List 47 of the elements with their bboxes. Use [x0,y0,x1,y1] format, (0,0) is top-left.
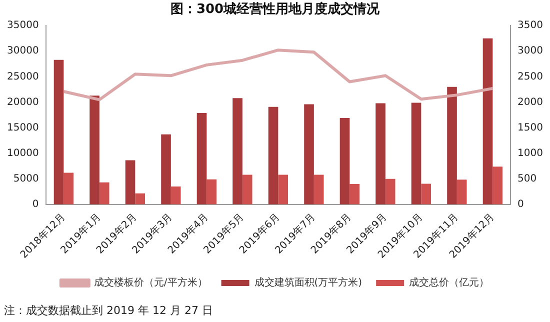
y-tick-label: 35000 [7,20,39,32]
y2-tick-label: 1500 [518,122,544,134]
bar [304,104,314,204]
bar [64,172,74,204]
bar [99,182,110,204]
y-tick-label: 25000 [7,71,39,82]
y-tick-label: 5000 [13,173,39,184]
bar [456,180,467,204]
y2-tick-label: 500 [518,173,537,184]
bar [314,174,324,204]
legend-label: 成交总价（亿元） [409,276,490,289]
bar [196,112,207,204]
bar [232,98,242,204]
bar [90,96,100,204]
bar [161,134,171,204]
bar [376,103,386,204]
y-tick-label: 0 [32,198,39,210]
y-tick-label: 30000 [7,46,39,57]
y2-tick-label: 0 [518,198,524,210]
bar [492,166,503,204]
bar [385,178,396,204]
bar [278,174,288,204]
bar [350,184,360,204]
bar [170,186,181,204]
bar [135,193,146,204]
y-tick-label: 15000 [7,122,39,134]
bar [242,174,252,204]
bar [206,179,217,204]
bar [268,106,278,204]
bar [340,118,350,204]
y-tick-label: 10000 [7,148,39,159]
chart-title: 图：300城经营性用地月度成交情况 [170,1,381,18]
y2-tick-label: 2500 [518,71,544,82]
bar [54,60,64,204]
bar [447,86,457,204]
y2-tick-label: 3500 [518,20,544,32]
bar [411,102,422,204]
bar [421,184,432,204]
bar [125,160,136,204]
y2-tick-label: 2000 [518,96,544,108]
legend-label: 成交楼板价（元/平方米） [94,276,208,289]
y2-tick-label: 3000 [518,46,544,57]
y-tick-label: 20000 [7,96,39,108]
legend-label: 成交建筑面积(万平方米) [254,276,362,289]
text: 注：成交数据截止到 2019 年 12 月 27 日 [4,304,213,317]
bar [482,38,493,204]
y2-tick-label: 1000 [518,148,544,159]
